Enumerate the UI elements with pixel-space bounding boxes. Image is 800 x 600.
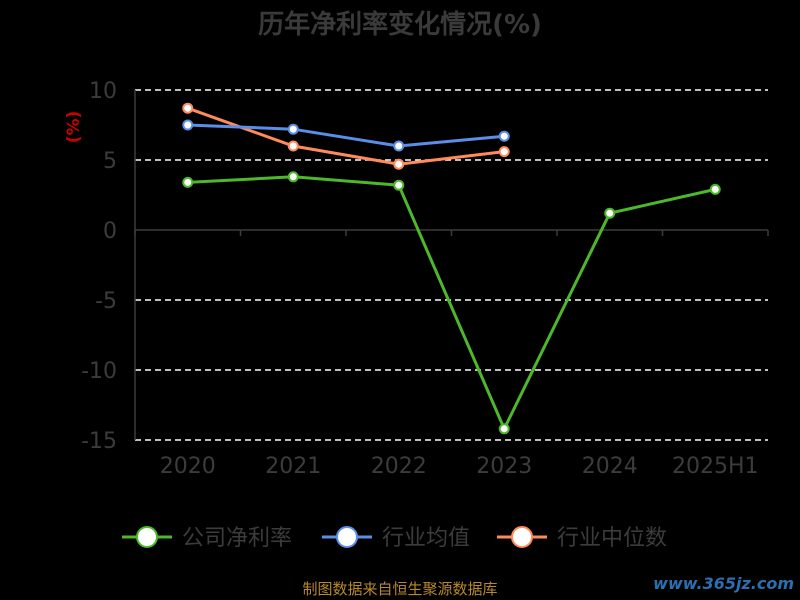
- data-point: [709, 183, 721, 195]
- y-tick-label: -10: [81, 359, 117, 384]
- y-tick-label: 5: [103, 149, 117, 174]
- y-tick-label: -5: [95, 289, 117, 314]
- source-note: 制图数据来自恒生聚源数据库: [302, 580, 498, 598]
- legend-marker: [511, 526, 533, 548]
- data-point: [498, 423, 510, 435]
- legend-marker: [136, 526, 158, 548]
- x-tick-label: 2022: [371, 454, 427, 479]
- data-point: [287, 123, 299, 135]
- y-tick-label: 10: [89, 79, 117, 104]
- data-point: [393, 179, 405, 191]
- y-axis-label: (%): [64, 111, 84, 144]
- data-point: [498, 130, 510, 142]
- legend-label: 行业均值: [382, 526, 470, 551]
- data-point: [287, 140, 299, 152]
- legend-label: 行业中位数: [557, 526, 667, 551]
- watermark: www.365jz.com: [653, 574, 794, 593]
- series-line: [187, 175, 716, 433]
- x-tick-label: 2024: [582, 454, 638, 479]
- data-point: [182, 102, 194, 114]
- y-tick-label: -15: [81, 429, 117, 454]
- x-tick-label: 2023: [476, 454, 532, 479]
- x-tick-label: 2025H1: [672, 454, 759, 479]
- legend-item: 行业均值: [322, 526, 470, 551]
- series-line: [187, 123, 505, 148]
- data-point: [182, 119, 194, 131]
- chart-title: 历年净利率变化情况(%): [258, 9, 542, 40]
- legend-label: 公司净利率: [182, 526, 292, 551]
- x-tick-label: 2021: [265, 454, 321, 479]
- data-point: [182, 176, 194, 188]
- legend-item: 行业中位数: [497, 526, 667, 551]
- data-point: [393, 140, 405, 152]
- y-tick-label: 0: [103, 219, 117, 244]
- legend-marker: [336, 526, 358, 548]
- data-point: [604, 207, 616, 219]
- x-tick-label: 2020: [160, 454, 216, 479]
- legend-item: 公司净利率: [122, 526, 292, 551]
- data-point: [393, 158, 405, 170]
- data-point: [287, 171, 299, 183]
- data-point: [498, 146, 510, 158]
